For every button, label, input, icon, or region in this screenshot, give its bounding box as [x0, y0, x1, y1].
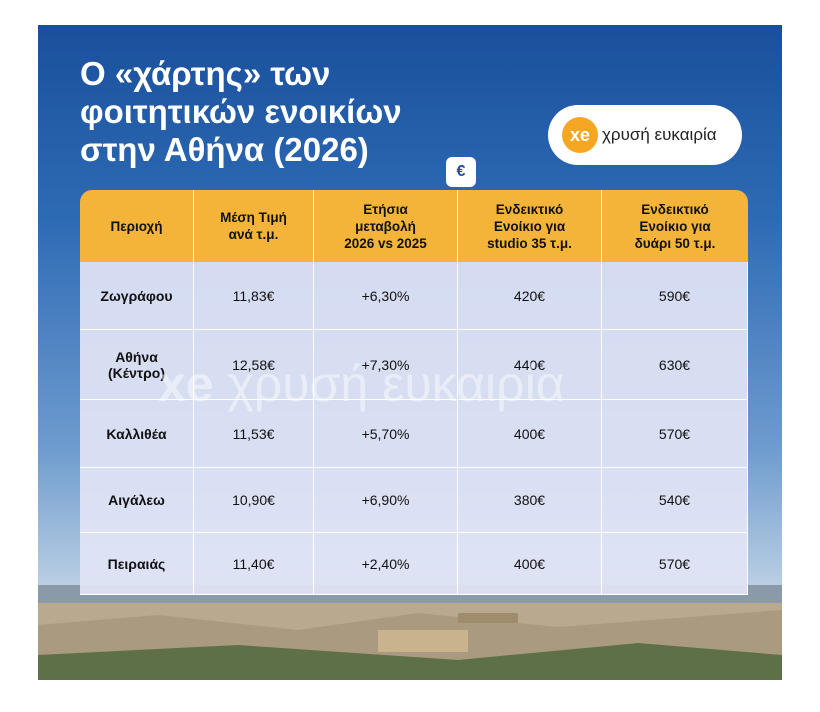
infographic: Ο «χάρτης» των φοιτητικών ενοικίων στην Αθ…	[38, 25, 782, 680]
header-line: 2026 vs 2025	[344, 235, 427, 251]
header-line: Ενοίκιο για	[493, 218, 566, 234]
cell-line: Ζωγράφου	[100, 287, 173, 304]
header-line: Ενοίκιο για	[639, 218, 711, 234]
cell-line: Καλλιθέα	[106, 425, 167, 442]
row-label: Πειραιάς	[80, 533, 194, 595]
header-line: Περιοχή	[110, 218, 163, 234]
title-line: Ο «χάρτης» των	[80, 55, 331, 92]
watermark-text: χρυσή ευκαιρία	[227, 356, 565, 412]
table-cell: 11,83€	[194, 262, 314, 330]
header-line: Μέση Τιμή	[220, 210, 287, 225]
header-line: ανά τ.μ.	[228, 227, 279, 242]
row-label: Καλλιθέα	[80, 400, 194, 468]
table-cell: 380€	[458, 468, 602, 533]
table-cell: 400€	[458, 533, 602, 595]
table-cell: +2,40%	[314, 533, 458, 595]
watermark-mark: xe	[158, 356, 214, 412]
table-cell: +6,90%	[314, 468, 458, 533]
table-cell: 630€	[602, 330, 748, 400]
watermark: xe χρυσή ευκαιρία	[158, 355, 565, 413]
table-cell: 12,58€	[194, 330, 314, 400]
table-cell: 440€	[458, 330, 602, 400]
header-cell: Ενδεικτικό Ενοίκιο για δυάρι 50 τ.μ.	[602, 190, 748, 262]
table-cell: 590€	[602, 262, 748, 330]
title-line: στην Αθήνα (2026)	[80, 131, 369, 168]
logo: xe χρυσή ευκαιρία	[548, 105, 742, 165]
header-cell: Μέση Τιμή ανά τ.μ.	[194, 190, 314, 262]
header-cell: Ενδεικτικό Ενοίκιο για studio 35 τ.μ.	[458, 190, 602, 262]
header-line: Ετήσια	[363, 201, 408, 217]
logo-text: χρυσή ευκαιρία	[602, 125, 717, 144]
table-cell: 570€	[602, 400, 748, 468]
row-label: Αθήνα (Κέντρο)	[80, 330, 194, 400]
table-cell: 11,40€	[194, 533, 314, 595]
table-cell: +7,30%	[314, 330, 458, 400]
cell-line: Αθήνα	[115, 348, 158, 365]
table-cell: 400€	[458, 400, 602, 468]
header-cell: Περιοχή	[80, 190, 194, 262]
header-line: μεταβολή	[355, 218, 416, 234]
header-line: δυάρι 50 τ.μ.	[634, 235, 716, 251]
table-cell: 540€	[602, 468, 748, 533]
cell-line: (Κέντρο)	[108, 364, 165, 381]
table-cell: 420€	[458, 262, 602, 330]
header-line: studio 35 τ.μ.	[487, 235, 572, 251]
title: Ο «χάρτης» των φοιτητικών ενοικίων στην Αθ…	[80, 55, 402, 169]
table-cell: +6,30%	[314, 262, 458, 330]
row-label: Αιγάλεω	[80, 468, 194, 533]
table-cell: 11,53€	[194, 400, 314, 468]
euro-badge: €	[446, 157, 476, 187]
logo-mark: xe	[562, 117, 598, 153]
cell-line: Αιγάλεω	[108, 492, 165, 508]
row-label: Ζωγράφου	[80, 262, 194, 330]
table-cell: 570€	[602, 533, 748, 595]
table-cell: +5,70%	[314, 400, 458, 468]
cell-line: Πειραιάς	[107, 555, 166, 572]
header-cell: Ετήσια μεταβολή 2026 vs 2025	[314, 190, 458, 262]
table-cell: 10,90€	[194, 468, 314, 533]
header-line: Ενδεικτικό	[495, 201, 564, 217]
title-line: φοιτητικών ενοικίων	[80, 93, 402, 130]
city-photo	[38, 585, 782, 680]
header-line: Ενδεικτικό	[641, 201, 709, 217]
